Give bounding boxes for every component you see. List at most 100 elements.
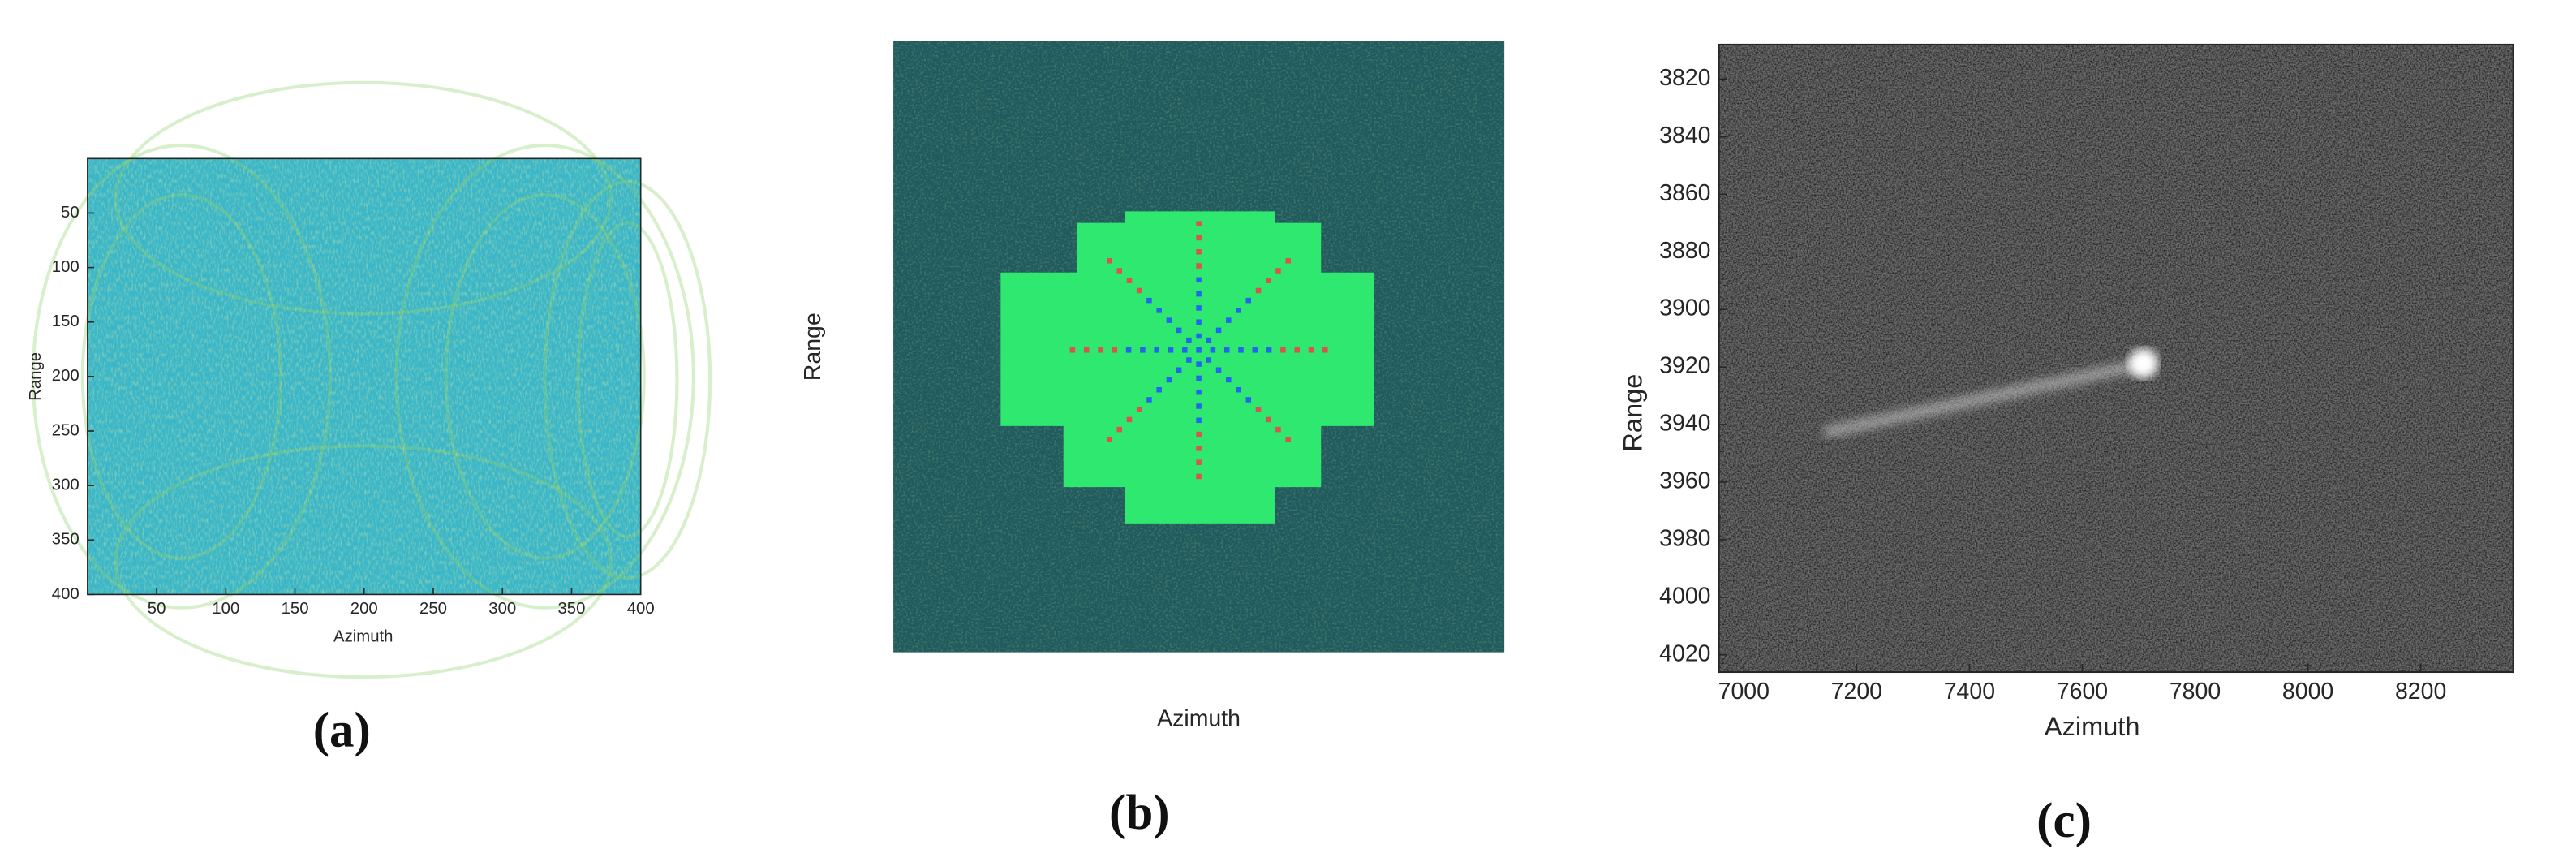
- y-tick-label: 3880: [1659, 238, 1710, 264]
- marker: [1136, 287, 1142, 294]
- x-tick-label: 8000: [2282, 679, 2333, 705]
- marker: [1126, 278, 1133, 283]
- marker: [1322, 347, 1328, 353]
- marker: [1166, 377, 1172, 383]
- marker: [1245, 297, 1252, 304]
- x-tick-label: 100: [212, 600, 239, 618]
- labels: (a) Azimuth Range 50 100 150 200 250 300 350 400 50…: [27, 65, 2446, 848]
- y-tick-label: 3980: [1659, 525, 1710, 551]
- x-tick-label: 8200: [2395, 679, 2446, 705]
- x-tick-label: 200: [350, 600, 378, 618]
- y-tick-label: 4020: [1659, 640, 1710, 666]
- marker: [1136, 407, 1142, 412]
- marker: [1275, 268, 1281, 274]
- marker: [1223, 347, 1230, 353]
- marker: [1265, 416, 1271, 423]
- y-tick-label: 50: [61, 204, 80, 222]
- marker: [1280, 347, 1286, 353]
- marker: [1196, 333, 1202, 339]
- marker: [1168, 347, 1174, 353]
- marker: [1154, 347, 1159, 353]
- marker: [1176, 367, 1182, 373]
- marker: [1265, 278, 1271, 283]
- image-a: [31, 80, 712, 679]
- marker: [1238, 347, 1244, 353]
- marker: [1196, 347, 1202, 353]
- y-tick-label: 3900: [1659, 295, 1710, 321]
- x-tick-label: 350: [557, 600, 585, 618]
- marker: [1116, 268, 1122, 274]
- caption: (c): [2036, 794, 2092, 848]
- marker: [1196, 291, 1202, 297]
- marker: [1156, 386, 1162, 393]
- x-tick-label: 7200: [1831, 679, 1882, 705]
- y-tick-label: 300: [52, 476, 80, 494]
- marker: [1285, 258, 1291, 264]
- marker: [1176, 327, 1182, 334]
- marker: [1196, 431, 1202, 437]
- marker: [1308, 347, 1314, 353]
- marker: [1116, 426, 1122, 433]
- marker: [1107, 258, 1112, 264]
- x-tick-label: 400: [627, 600, 655, 618]
- marker: [1196, 446, 1202, 451]
- marker-pattern: [1069, 221, 1328, 480]
- x-tick-label: 300: [488, 600, 516, 618]
- x-tick-label: 150: [282, 600, 309, 618]
- marker: [1252, 347, 1258, 353]
- y-tick-label: 3940: [1659, 411, 1710, 437]
- marker: [1236, 308, 1241, 313]
- y-axis-label: Range: [27, 352, 45, 401]
- x-tick-label: 7800: [2170, 679, 2221, 705]
- marker: [1215, 327, 1222, 334]
- marker: [1146, 397, 1152, 403]
- marker: [1107, 437, 1112, 442]
- y-tick-label: 3840: [1659, 123, 1710, 149]
- marker: [1215, 367, 1222, 373]
- marker: [1140, 347, 1146, 353]
- marker: [1275, 426, 1281, 433]
- marker: [1255, 287, 1262, 294]
- marker: [1255, 407, 1262, 412]
- y-tick-label: 150: [52, 312, 80, 330]
- marker: [1294, 347, 1300, 353]
- x-tick-label: 7400: [1944, 679, 1995, 705]
- marker: [1126, 416, 1133, 423]
- x-axis-label: Azimuth: [2045, 712, 2140, 741]
- marker: [1196, 361, 1202, 367]
- y-tick-label: 400: [52, 585, 80, 603]
- image-c: [1718, 43, 2514, 674]
- y-tick-label: 3960: [1659, 468, 1710, 493]
- y-tick-label: 3860: [1659, 180, 1710, 206]
- x-axis-label: Azimuth: [333, 628, 393, 646]
- marker: [1196, 417, 1202, 424]
- image-b: [893, 41, 1505, 653]
- x-tick-label: 50: [148, 600, 166, 618]
- marker: [1069, 347, 1076, 353]
- marker: [1125, 347, 1132, 353]
- marker: [1196, 235, 1202, 241]
- y-tick-label: 3820: [1659, 65, 1710, 91]
- marker: [1098, 347, 1103, 353]
- y-tick-label: 100: [52, 258, 80, 276]
- marker: [1146, 297, 1152, 304]
- marker: [1196, 249, 1202, 255]
- marker: [1196, 375, 1202, 381]
- y-axis-label: Range: [1618, 374, 1647, 452]
- y-tick-label: 250: [52, 421, 80, 439]
- x-tick-label: 7600: [2057, 679, 2108, 705]
- marker: [1186, 357, 1192, 363]
- y-tick-label: 350: [52, 531, 80, 549]
- marker: [1266, 347, 1272, 353]
- marker: [1196, 319, 1202, 325]
- marker: [1206, 337, 1212, 343]
- marker: [1083, 347, 1090, 353]
- marker: [1236, 386, 1241, 393]
- marker: [1186, 337, 1192, 343]
- x-tick-label: 250: [419, 600, 447, 618]
- y-tick-label: 4000: [1659, 583, 1710, 609]
- caption: (a): [313, 703, 371, 757]
- marker: [1226, 377, 1232, 383]
- marker: [1206, 357, 1212, 363]
